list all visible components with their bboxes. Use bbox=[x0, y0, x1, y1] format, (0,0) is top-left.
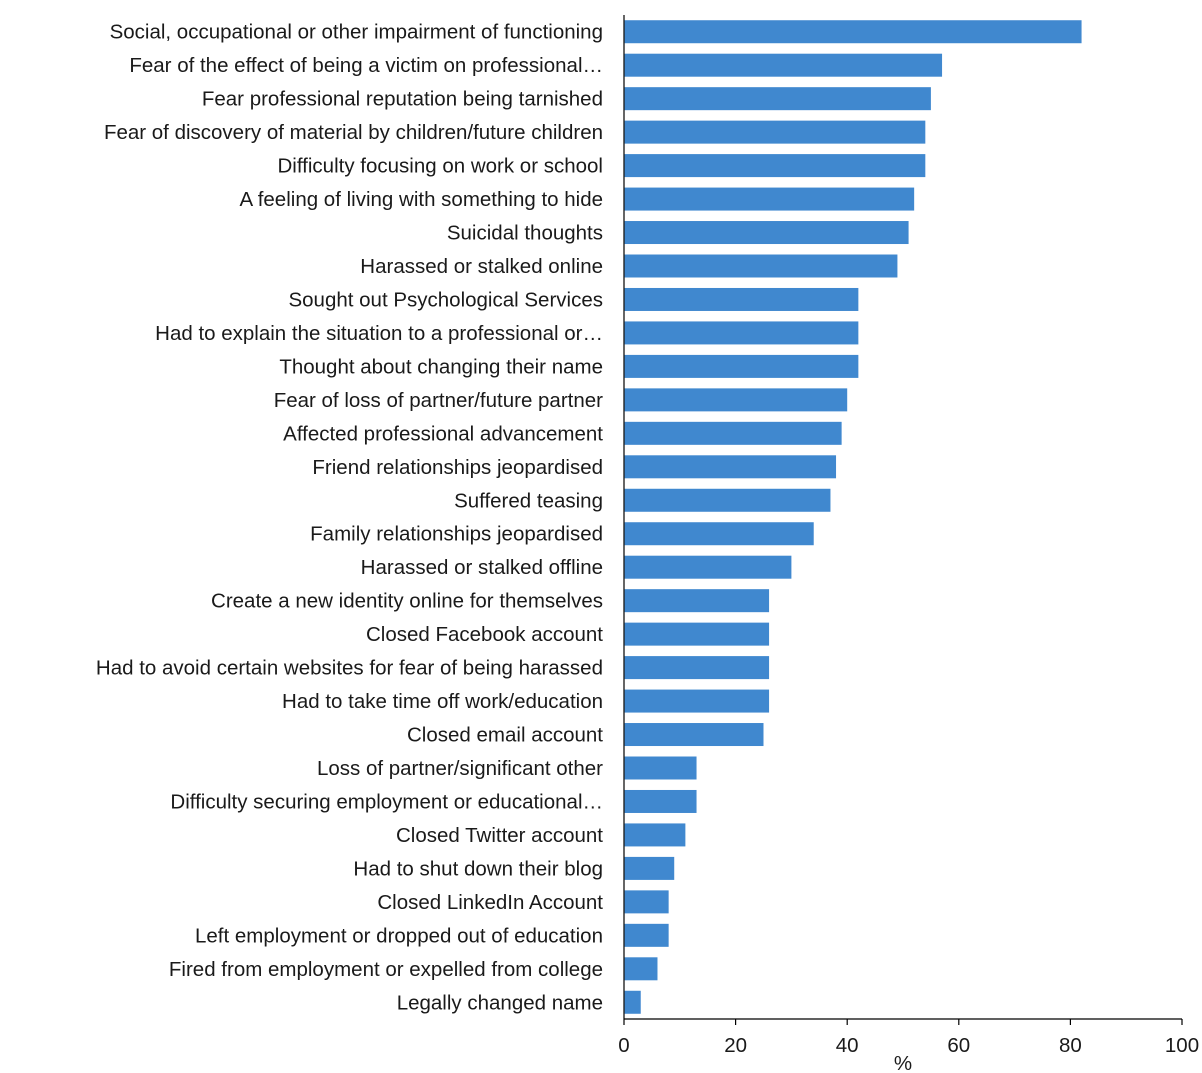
bar bbox=[624, 923, 669, 947]
x-tick-label: 40 bbox=[836, 1034, 859, 1057]
bar bbox=[624, 622, 770, 646]
bar bbox=[624, 555, 792, 579]
category-label: Fear of the effect of being a victim on … bbox=[129, 54, 603, 77]
category-label: Closed Facebook account bbox=[366, 623, 603, 646]
bar bbox=[624, 354, 859, 378]
bar bbox=[624, 388, 848, 412]
bar bbox=[624, 723, 764, 747]
category-label: Had to take time off work/education bbox=[282, 690, 603, 713]
bar bbox=[624, 990, 641, 1014]
category-label: Harassed or stalked online bbox=[360, 255, 603, 278]
bar bbox=[624, 87, 931, 111]
bar bbox=[624, 756, 697, 780]
category-label: Affected professional advancement bbox=[283, 422, 603, 445]
bar bbox=[624, 455, 837, 479]
x-tick-label: 80 bbox=[1059, 1034, 1082, 1057]
category-label: Fear of discovery of material by childre… bbox=[104, 121, 603, 144]
category-label: Fired from employment or expelled from c… bbox=[169, 958, 603, 981]
category-label: Had to shut down their blog bbox=[353, 857, 603, 880]
bar bbox=[624, 890, 669, 914]
category-label: Social, occupational or other impairment… bbox=[110, 21, 603, 44]
x-axis-ticks: 0 20 40 60 80 100 bbox=[618, 1019, 1199, 1057]
category-label: Suffered teasing bbox=[454, 489, 603, 512]
bar bbox=[624, 254, 898, 278]
category-label: A feeling of living with something to hi… bbox=[239, 188, 603, 211]
bar bbox=[624, 154, 926, 178]
category-label: Closed email account bbox=[407, 724, 603, 747]
x-tick-label: 60 bbox=[947, 1034, 970, 1057]
category-label: Closed Twitter account bbox=[396, 824, 603, 847]
category-label: Friend relationships jeopardised bbox=[312, 456, 603, 479]
category-label: Suicidal thoughts bbox=[447, 222, 603, 245]
bar bbox=[624, 187, 915, 211]
bar bbox=[624, 53, 943, 77]
category-labels: Social, occupational or other impairment… bbox=[96, 21, 603, 1015]
category-label: Difficulty focusing on work or school bbox=[278, 155, 604, 178]
category-label: Loss of partner/significant other bbox=[317, 757, 603, 780]
bar bbox=[624, 321, 859, 345]
category-label: Left employment or dropped out of educat… bbox=[195, 924, 603, 947]
bar bbox=[624, 656, 770, 680]
x-tick-label: 0 bbox=[618, 1034, 629, 1057]
bar bbox=[624, 522, 814, 546]
category-label: Harassed or stalked offline bbox=[361, 556, 603, 579]
bar bbox=[624, 421, 842, 445]
category-label: Closed LinkedIn Account bbox=[377, 891, 603, 914]
bar bbox=[624, 221, 909, 245]
category-label: Thought about changing their name bbox=[279, 355, 603, 378]
category-label: Had to avoid certain websites for fear o… bbox=[96, 657, 603, 680]
x-tick-label: 100 bbox=[1165, 1034, 1199, 1057]
category-label: Fear professional reputation being tarni… bbox=[202, 88, 603, 111]
bar bbox=[624, 589, 770, 613]
bar bbox=[624, 856, 675, 880]
bar bbox=[624, 957, 658, 981]
category-label: Had to explain the situation to a profes… bbox=[155, 322, 603, 345]
category-label: Fear of loss of partner/future partner bbox=[274, 389, 603, 412]
bar bbox=[624, 20, 1082, 44]
bars-group bbox=[624, 20, 1082, 1014]
bar bbox=[624, 789, 697, 813]
bar bbox=[624, 689, 770, 713]
category-label: Family relationships jeopardised bbox=[310, 523, 603, 546]
x-axis-title: % bbox=[894, 1052, 912, 1073]
category-label: Legally changed name bbox=[397, 991, 603, 1014]
category-label: Create a new identity online for themsel… bbox=[211, 590, 603, 613]
bar bbox=[624, 120, 926, 144]
category-label: Difficulty securing employment or educat… bbox=[170, 790, 603, 813]
x-tick-label: 20 bbox=[724, 1034, 747, 1057]
bar bbox=[624, 287, 859, 311]
bar bbox=[624, 488, 831, 512]
category-label: Sought out Psychological Services bbox=[288, 288, 603, 311]
bar bbox=[624, 823, 686, 847]
